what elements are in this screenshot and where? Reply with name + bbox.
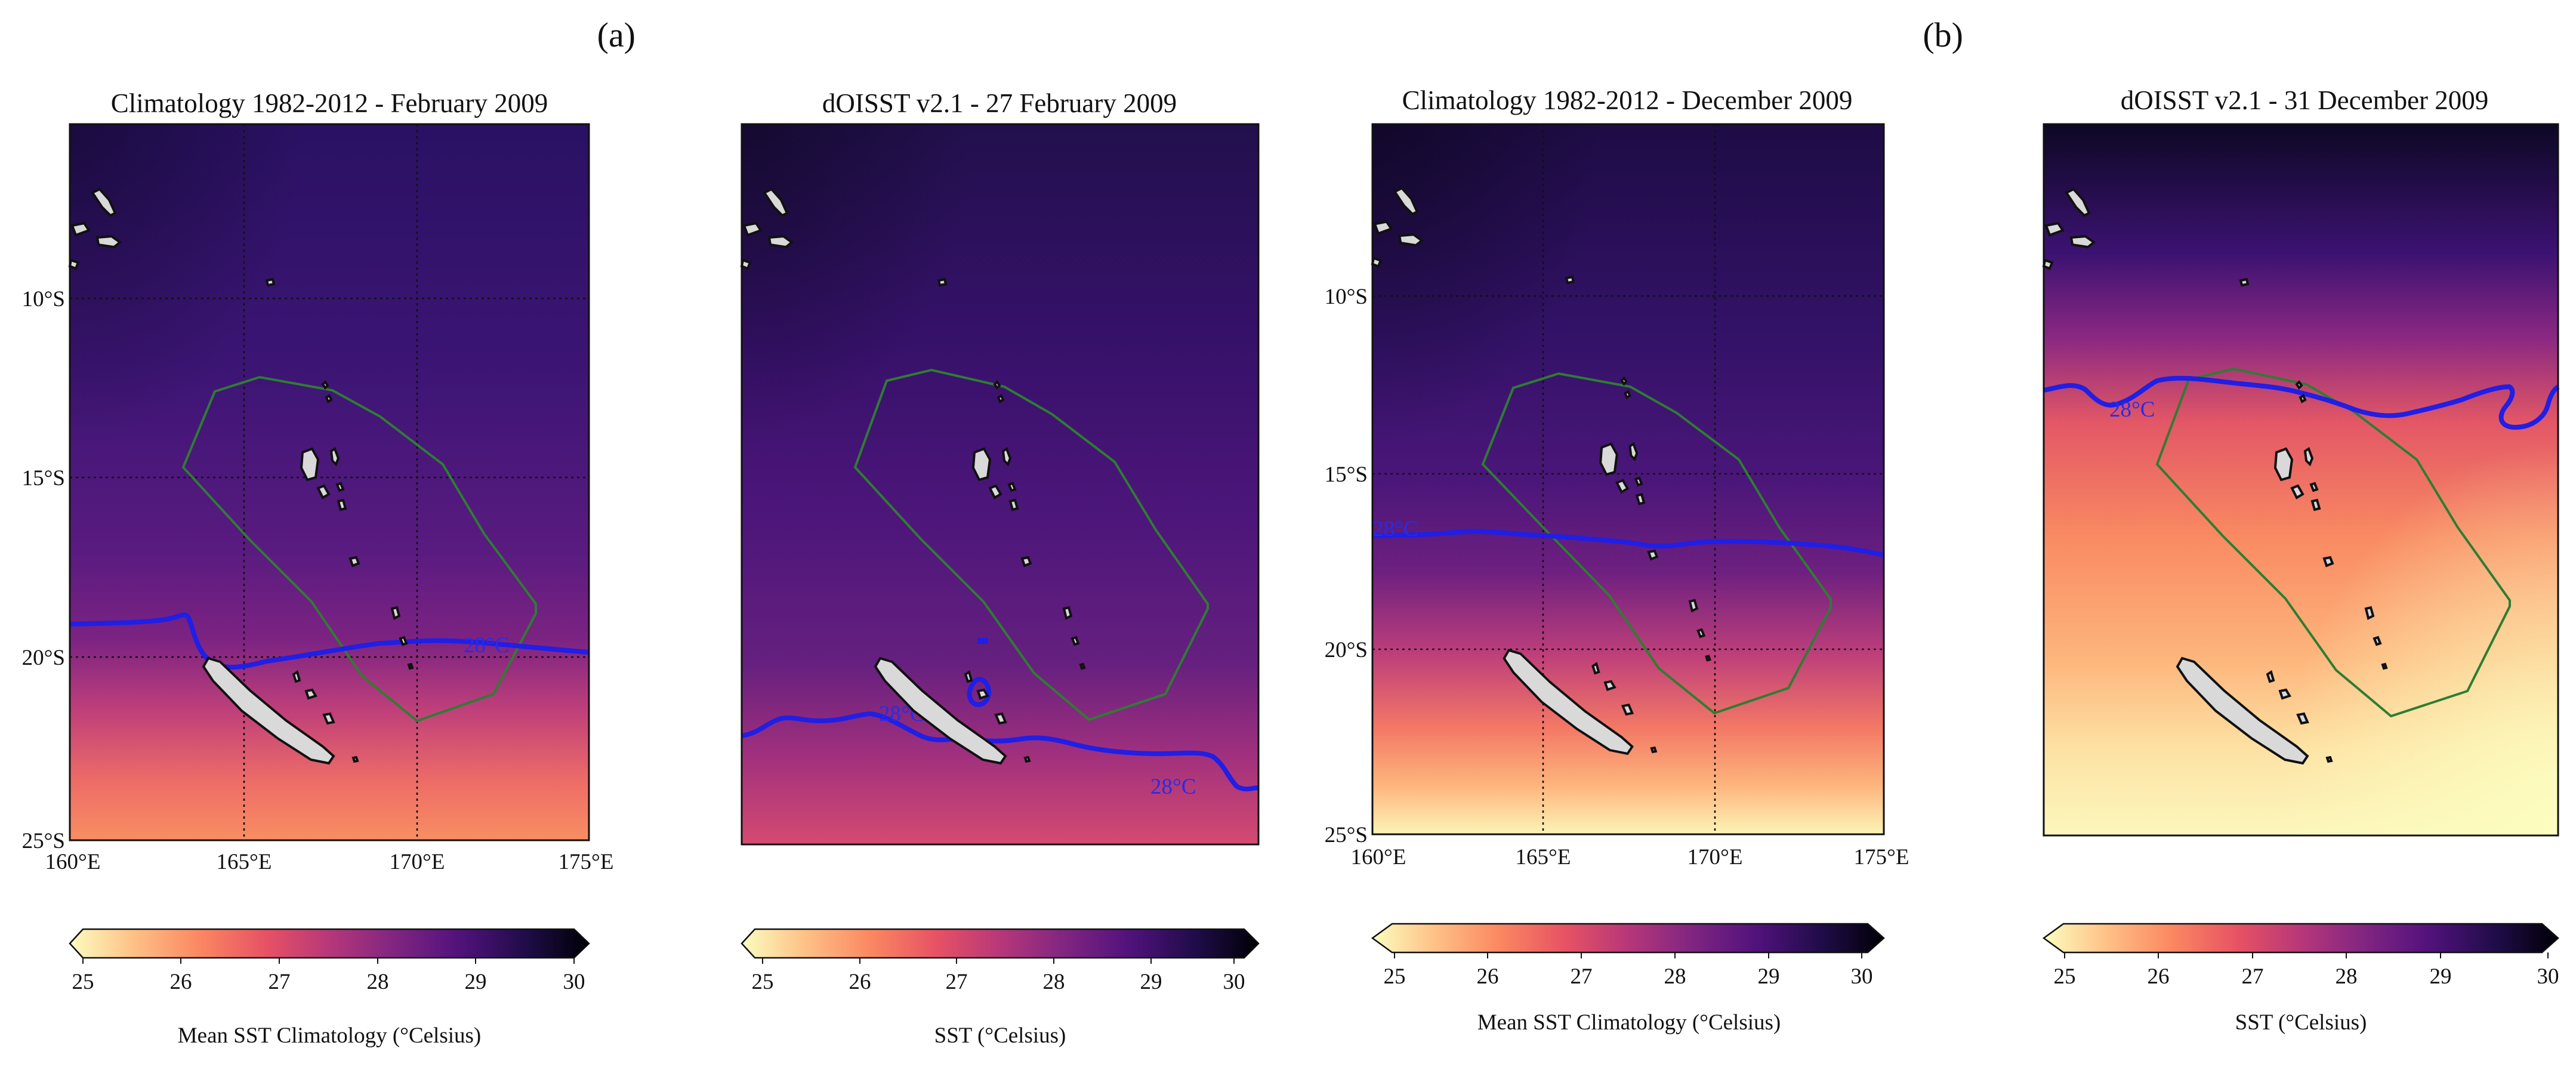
lat-tick: 10°S [1325, 285, 1368, 309]
colorbar-tick: 28 [2336, 964, 2358, 989]
colorbar-tick: 27 [2242, 964, 2264, 989]
isotherm-label: 28°C [1150, 775, 1196, 799]
colorbar-tick: 27 [1571, 964, 1593, 989]
figure-label-a: (a) [597, 16, 635, 54]
isotherm-28c [69, 612, 590, 670]
colorbar-tick: 29 [1140, 970, 1162, 994]
colorbar-tick: 25 [2054, 964, 2076, 989]
lon-tick: 160°E [1351, 845, 1406, 869]
panel-title: dOISST v2.1 - 27 February 2009 [822, 88, 1177, 118]
lat-tick: 10°S [22, 287, 65, 312]
colorbar-tick: 30 [1851, 964, 1873, 989]
map-frame [69, 123, 590, 841]
lat-tick: 20°S [22, 646, 65, 670]
colorbar-tick: 25 [1384, 964, 1406, 989]
lat-tick: 25°S [22, 829, 65, 853]
graticule [1372, 124, 1884, 834]
colorbar: 25 26 27 28 29 30 SST (°Celsius) [741, 928, 1260, 1048]
colorbar-label: Mean SST Climatology (°Celsius) [1477, 1010, 1781, 1035]
eez-outline [853, 368, 1209, 721]
isotherm-label: 28°C [2109, 397, 2155, 422]
lat-tick: 15°S [22, 466, 65, 491]
lat-tick: 15°S [1325, 462, 1368, 487]
colorbar-label: SST (°Celsius) [2235, 1010, 2367, 1035]
lon-tick: 170°E [1687, 845, 1743, 869]
lon-tick: 160°E [45, 850, 101, 874]
lat-tick: 25°S [1325, 823, 1368, 847]
panel-doisst-dec: dOISST v2.1 - 31 December 2009 28°C 25 2… [2042, 85, 2560, 1035]
colorbar-tick: 29 [2430, 964, 2452, 989]
lon-tick: 170°E [390, 850, 445, 874]
isotherm-28c [741, 711, 1259, 792]
colorbar-label: SST (°Celsius) [934, 1023, 1066, 1048]
panel-doisst-feb: dOISST v2.1 - 27 February 2009 28°C 28°C [741, 88, 1260, 1048]
figure-label-b: (b) [1923, 16, 1963, 54]
colorbar-tick: 25 [752, 970, 774, 994]
colorbar-tick: 28 [1043, 970, 1065, 994]
colorbar-tick: 26 [1477, 964, 1499, 989]
panel-climatology-feb: Climatology 1982-2012 - February 2009 28… [22, 88, 614, 1048]
colorbar-tick: 28 [1664, 964, 1686, 989]
colorbar-tick: 26 [849, 970, 871, 994]
eez-outline [181, 375, 537, 723]
colorbar-tick: 27 [269, 970, 291, 994]
colorbar: 25 26 27 28 29 30 Mean SST Climatology (… [1371, 923, 1885, 1035]
lon-tick: 165°E [1516, 845, 1571, 869]
map-frame [1371, 123, 1885, 835]
colorbar-tick: 27 [946, 970, 968, 994]
lon-tick: 165°E [217, 850, 272, 874]
colorbar-tick: 30 [2537, 964, 2559, 989]
isotherm-28c [1372, 529, 1884, 557]
isotherm-label: 28°C [1372, 517, 1418, 541]
colorbar-label: Mean SST Climatology (°Celsius) [178, 1023, 481, 1048]
isotherm-label: 28°C [464, 633, 509, 658]
colorbar-tick: 28 [367, 970, 389, 994]
lon-tick: 175°E [559, 850, 614, 874]
colorbar-tick: 25 [72, 970, 94, 994]
colorbar-tick: 30 [1223, 970, 1245, 994]
colorbar-tick: 29 [1758, 964, 1780, 989]
panel-title: Climatology 1982-2012 - February 2009 [111, 88, 548, 118]
colorbar: 25 26 27 28 29 30 Mean SST Climatology (… [69, 928, 590, 1048]
panel-title: Climatology 1982-2012 - December 2009 [1402, 85, 1853, 115]
colorbar-tick: 26 [2148, 964, 2170, 989]
panel-climatology-dec: Climatology 1982-2012 - December 2009 28… [1325, 85, 1909, 1035]
colorbar-tick: 30 [563, 970, 585, 994]
eez-outline [1481, 372, 1832, 715]
panel-title: dOISST v2.1 - 31 December 2009 [2121, 85, 2489, 115]
lat-tick: 20°S [1325, 638, 1368, 662]
isotherm-28c [2043, 375, 2560, 430]
colorbar-tick: 26 [170, 970, 192, 994]
colorbar: 25 26 27 28 29 30 SST (°Celsius) [2042, 923, 2559, 1035]
colorbar-tick: 29 [465, 970, 487, 994]
eez-outline [2155, 367, 2511, 718]
map-frame [741, 123, 1260, 846]
lon-tick: 175°E [1854, 845, 1909, 869]
isotherm-28c-closed [967, 677, 992, 707]
map-frame [2043, 123, 2559, 837]
